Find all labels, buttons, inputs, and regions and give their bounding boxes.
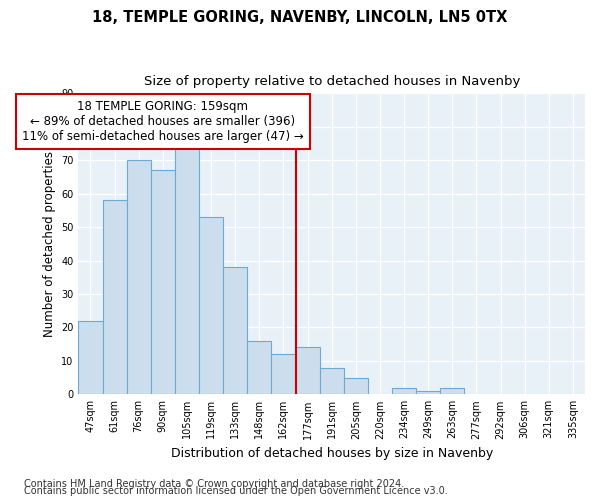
- Bar: [175, 140, 199, 394]
- Bar: [296, 348, 320, 395]
- Text: 18, TEMPLE GORING, NAVENBY, LINCOLN, LN5 0TX: 18, TEMPLE GORING, NAVENBY, LINCOLN, LN5…: [92, 10, 508, 25]
- X-axis label: Distribution of detached houses by size in Navenby: Distribution of detached houses by size …: [170, 447, 493, 460]
- Bar: [320, 368, 344, 394]
- Bar: [440, 388, 464, 394]
- Bar: [79, 320, 103, 394]
- Bar: [392, 388, 416, 394]
- Text: Contains HM Land Registry data © Crown copyright and database right 2024.: Contains HM Land Registry data © Crown c…: [24, 479, 404, 489]
- Bar: [151, 170, 175, 394]
- Bar: [199, 217, 223, 394]
- Bar: [247, 341, 271, 394]
- Bar: [223, 267, 247, 394]
- Bar: [103, 200, 127, 394]
- Bar: [416, 391, 440, 394]
- Bar: [127, 160, 151, 394]
- Text: Contains public sector information licensed under the Open Government Licence v3: Contains public sector information licen…: [24, 486, 448, 496]
- Bar: [344, 378, 368, 394]
- Text: 18 TEMPLE GORING: 159sqm
← 89% of detached houses are smaller (396)
11% of semi-: 18 TEMPLE GORING: 159sqm ← 89% of detach…: [22, 100, 304, 143]
- Bar: [271, 354, 296, 395]
- Y-axis label: Number of detached properties: Number of detached properties: [43, 151, 56, 337]
- Title: Size of property relative to detached houses in Navenby: Size of property relative to detached ho…: [143, 75, 520, 88]
